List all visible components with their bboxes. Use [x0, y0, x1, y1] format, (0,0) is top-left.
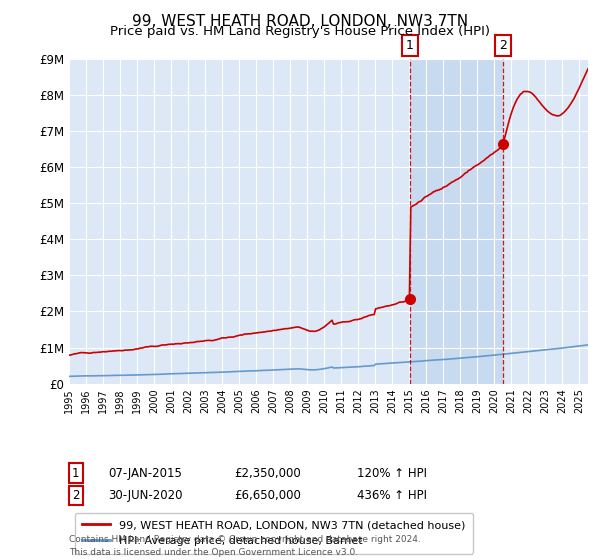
Text: 436% ↑ HPI: 436% ↑ HPI: [357, 489, 427, 502]
Text: 2: 2: [499, 39, 507, 52]
Text: 99, WEST HEATH ROAD, LONDON, NW3 7TN: 99, WEST HEATH ROAD, LONDON, NW3 7TN: [132, 14, 468, 29]
Legend: 99, WEST HEATH ROAD, LONDON, NW3 7TN (detached house), HPI: Average price, detac: 99, WEST HEATH ROAD, LONDON, NW3 7TN (de…: [74, 512, 473, 554]
Text: Contains HM Land Registry data © Crown copyright and database right 2024.
This d: Contains HM Land Registry data © Crown c…: [69, 535, 421, 557]
Text: 2: 2: [72, 489, 79, 502]
Bar: [410, 59, 503, 384]
Text: 120% ↑ HPI: 120% ↑ HPI: [357, 466, 427, 480]
Text: 30-JUN-2020: 30-JUN-2020: [108, 489, 182, 502]
Text: £2,350,000: £2,350,000: [234, 466, 301, 480]
Text: 07-JAN-2015: 07-JAN-2015: [108, 466, 182, 480]
Text: 1: 1: [406, 39, 414, 52]
Text: 1: 1: [72, 466, 79, 480]
Text: Price paid vs. HM Land Registry's House Price Index (HPI): Price paid vs. HM Land Registry's House …: [110, 25, 490, 38]
Text: £6,650,000: £6,650,000: [234, 489, 301, 502]
